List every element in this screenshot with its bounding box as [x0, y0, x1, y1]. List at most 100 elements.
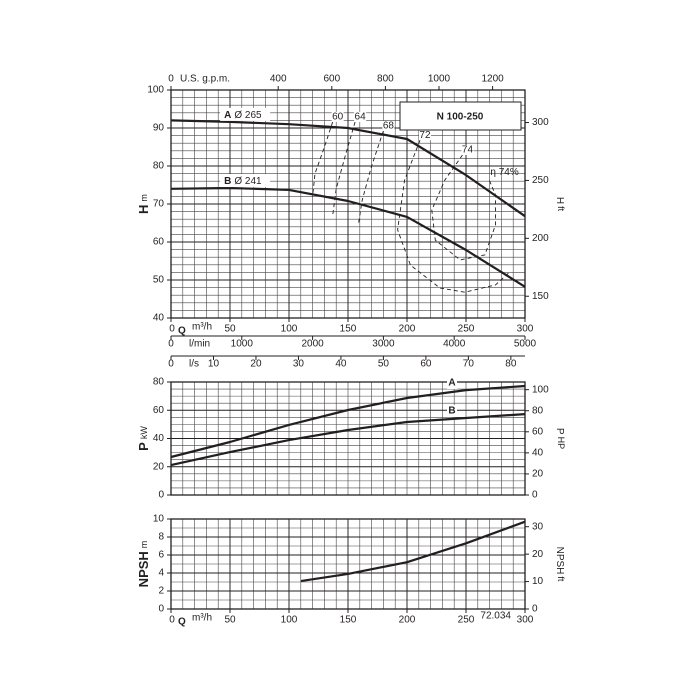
x-tick-label: 0: [169, 324, 175, 335]
x-tick-label: 40: [335, 359, 347, 370]
efficiency-label: 72: [419, 130, 431, 141]
y-tick-label: 70: [153, 199, 165, 210]
y2-tick-label: 40: [532, 448, 544, 459]
curve-label-bg: [220, 174, 271, 188]
y2-axis-title: NPSHft: [554, 547, 565, 582]
x-tick-label: 300: [517, 324, 534, 335]
curve-label-bg: [447, 377, 457, 390]
x-tick-label: 30: [293, 359, 305, 370]
y2-tick-label: 30: [532, 521, 544, 532]
y2-tick-label: 300: [532, 117, 549, 128]
y2-tick-label: 60: [532, 426, 544, 437]
x-tick-label: 20: [250, 359, 262, 370]
y2-axis-title: Hft: [554, 197, 565, 212]
y-axis-unit: m: [139, 541, 149, 549]
curve-label-bg: [220, 107, 271, 121]
y-tick-label: 50: [153, 275, 165, 286]
y2-axis-unit: ft: [556, 576, 566, 582]
y2-axis-unit: HP: [556, 437, 566, 450]
performance-curve: [300, 520, 526, 583]
x-axis-name: l/min: [189, 339, 210, 350]
efficiency-label-bg: [354, 111, 367, 122]
y2-tick-label: 100: [532, 384, 549, 395]
y2-tick-label: 20: [532, 549, 544, 560]
y-tick-label: 60: [153, 237, 165, 248]
x-tick-label: 10: [208, 359, 220, 370]
x-tick-label: 1000: [231, 339, 254, 350]
y2-tick-label: 250: [532, 175, 549, 186]
y-axis-symbol: P: [136, 442, 151, 451]
x-axis-unit: m³/h: [192, 613, 212, 624]
efficiency-curve: [332, 121, 356, 216]
efficiency-curve: [431, 154, 496, 261]
x-tick-label: 1200: [481, 74, 504, 85]
y2-axis-symbol: H: [554, 197, 565, 204]
title-box: [399, 101, 522, 131]
curve-diameter: Ø 241: [234, 176, 262, 187]
y-tick-label: 80: [153, 377, 165, 388]
efficiency-label-bg: [418, 130, 431, 141]
x-tick-label: 1000: [428, 74, 451, 85]
performance-curve: [170, 186, 526, 288]
y-tick-label: 20: [153, 461, 165, 472]
x-tick-label: 4000: [443, 339, 466, 350]
performance-curve: [170, 413, 526, 467]
y-axis-symbol: NPSH: [136, 551, 151, 587]
y2-tick-label: 200: [532, 233, 549, 244]
y2-axis-title: P HP: [554, 428, 565, 449]
y-axis-title: Hm: [136, 194, 151, 214]
y-tick-label: 4: [158, 568, 164, 579]
x-tick-label: 80: [505, 359, 517, 370]
y-tick-label: 40: [153, 313, 165, 324]
curve-diameter: Ø 265: [234, 110, 262, 121]
x-tick-label: 5000: [514, 339, 537, 350]
curve-name: B: [448, 406, 455, 417]
efficiency-label-bg: [331, 111, 344, 122]
y2-tick-label: 0: [532, 604, 538, 615]
efficiency-label: 68: [383, 121, 395, 132]
x-tick-label: 250: [458, 324, 475, 335]
efficiency-label-bg: [461, 144, 474, 155]
efficiency-label: 74: [462, 145, 474, 156]
y2-axis-symbol: P: [554, 428, 565, 435]
y2-axis-symbol: NPSH: [554, 547, 565, 575]
x-tick-label: 50: [224, 324, 236, 335]
x-axis-name: l/s: [189, 359, 199, 370]
chart-title: N 100-250: [437, 112, 484, 123]
performance-curve: [170, 384, 526, 459]
x-tick-label: 100: [281, 615, 298, 626]
x-tick-label: 200: [399, 615, 416, 626]
y-tick-label: 100: [147, 85, 164, 96]
x-tick-label: 50: [378, 359, 390, 370]
efficiency-label: η 74%: [490, 167, 518, 178]
x-axis-symbol: Q: [178, 326, 186, 337]
y-tick-label: 80: [153, 161, 165, 172]
x-tick-label: 3000: [372, 339, 395, 350]
y-axis-title: PkW: [136, 426, 151, 451]
x-axis-symbol: Q: [178, 617, 186, 628]
x-tick-label: 300: [517, 615, 534, 626]
y-axis-unit: kW: [139, 426, 149, 440]
y-tick-label: 90: [153, 123, 165, 134]
x-tick-label: 0: [168, 359, 174, 370]
x-axis-name: U.S. g.p.m.: [180, 74, 230, 85]
x-tick-label: 0: [168, 74, 174, 85]
x-tick-label: 150: [340, 615, 357, 626]
chart-code: 72.034: [480, 611, 511, 622]
y-tick-label: 6: [158, 550, 164, 561]
efficiency-label: 60: [332, 112, 344, 123]
x-tick-label: 400: [270, 74, 287, 85]
x-tick-label: 50: [224, 615, 236, 626]
y-axis-title: NPSH m: [136, 541, 151, 588]
x-tick-label: 250: [458, 615, 475, 626]
x-tick-label: 150: [340, 324, 357, 335]
y-axis-unit: m: [139, 194, 149, 202]
x-tick-label: 0: [168, 339, 174, 350]
x-tick-label: 0: [169, 615, 175, 626]
curve-name: B: [224, 176, 231, 187]
y-axis-symbol: H: [136, 205, 151, 214]
